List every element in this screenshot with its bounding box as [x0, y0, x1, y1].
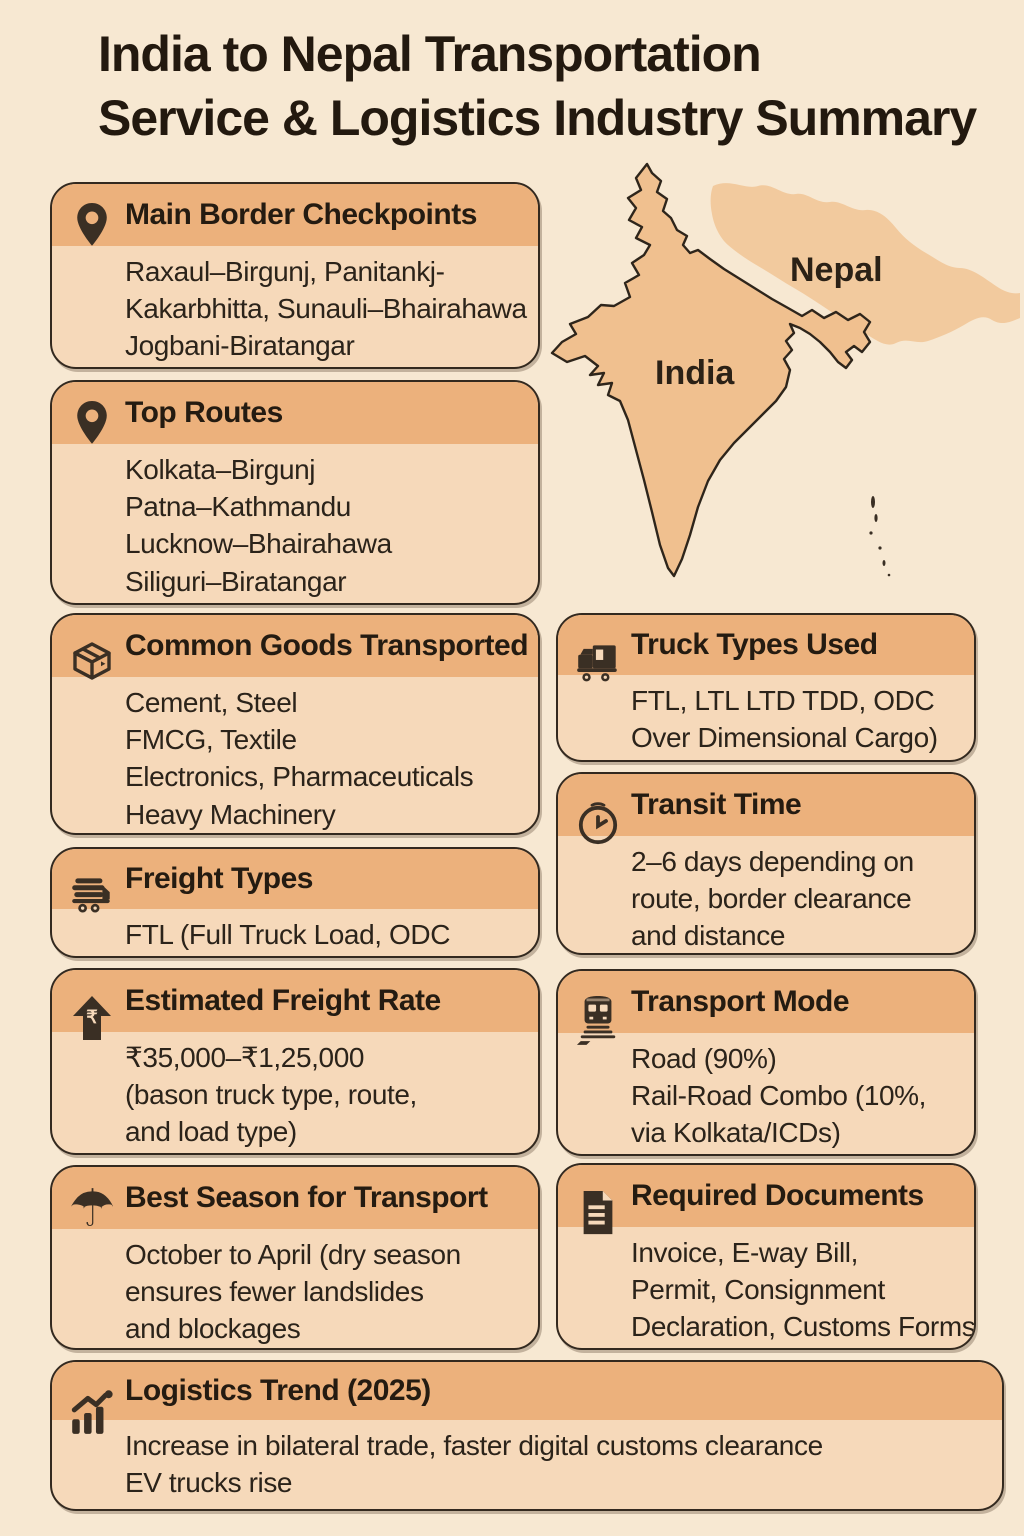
card-line: Declaration, Customs Forms	[631, 1311, 976, 1343]
card-body: Invoice, E-way Bill, Permit, Consignment…	[558, 1227, 974, 1346]
card-title: Freight Types	[125, 862, 313, 895]
card-title: Logistics Trend (2025)	[125, 1374, 431, 1407]
card-line: and distance	[631, 920, 785, 952]
card-line: Jogbani-Biratangar	[125, 330, 355, 362]
card-title: Truck Types Used	[631, 628, 878, 661]
card-line: Cement, Steel	[125, 687, 298, 718]
card-top-routes: Top Routes Kolkata–Birgunj Patna–Kathman…	[50, 380, 540, 605]
card-line: and blockages	[125, 1313, 301, 1345]
truck-side-icon	[65, 869, 119, 933]
card-line: Kakarbhitta, Sunauli–Bhairahawa	[125, 293, 527, 325]
card-title: Best Season for Transport	[125, 1181, 488, 1214]
box-truck-icon	[571, 637, 625, 701]
package-box-icon	[65, 637, 119, 701]
card-line: FTL, LTL LTD TDD, ODC	[631, 685, 935, 716]
document-icon	[571, 1187, 625, 1251]
card-body: 2–6 days depending on route, border clea…	[558, 836, 974, 953]
card-line: Electronics, Pharmaceuticals	[125, 761, 474, 793]
card-header: Required Documents	[558, 1165, 974, 1227]
card-title: Transit Time	[631, 788, 802, 821]
card-title: Top Routes	[125, 396, 283, 429]
card-line: route, border clearance	[631, 883, 912, 915]
card-line: ₹35,000–₹1,25,000	[125, 1042, 365, 1073]
card-line: Lucknow–Bhairahawa	[125, 528, 392, 560]
card-body: Cement, Steel FMCG, Textile Electronics,…	[52, 677, 538, 833]
card-line: Permit, Consignment	[631, 1274, 885, 1306]
card-line: and load type)	[125, 1116, 297, 1148]
card-line: Patna–Kathmandu	[125, 491, 351, 523]
card-line: Over Dimensional Cargo)	[631, 722, 938, 754]
card-body: ₹35,000–₹1,25,000 (bason truck type, rou…	[52, 1032, 538, 1151]
india-nepal-map: India Nepal	[540, 156, 1024, 610]
card-header: Transit Time	[558, 774, 974, 836]
card-body: FTL (Full Truck Load, ODC	[52, 909, 538, 953]
card-truck-types-used: Truck Types Used FTL, LTL LTD TDD, ODC O…	[556, 613, 976, 762]
card-line: (bason truck type, route,	[125, 1079, 417, 1111]
page-title-line2: Service & Logistics Industry Summary	[98, 90, 977, 146]
umbrella-icon: ☂	[68, 1180, 116, 1238]
card-line: via Kolkata/ICDs)	[631, 1117, 841, 1149]
card-header: Main Border Checkpoints	[52, 184, 538, 246]
card-header: Transport Mode	[558, 971, 974, 1033]
card-header: Best Season for Transport	[52, 1167, 538, 1229]
card-required-documents: Required Documents Invoice, E-way Bill, …	[556, 1163, 976, 1350]
card-line: Heavy Machinery	[125, 798, 336, 830]
card-body: Raxaul–Birgunj, Panitankj- Kakarbhitta, …	[52, 246, 538, 365]
card-line: ensures fewer landslides	[125, 1276, 424, 1308]
card-transit-time: Transit Time 2–6 days depending on route…	[556, 772, 976, 955]
card-line: 2–6 days depending on	[631, 846, 914, 877]
card-logistics-trend: Logistics Trend (2025) Increase in bilat…	[50, 1360, 1004, 1511]
map-label-nepal: Nepal	[790, 251, 883, 289]
card-body: October to April (dry season ensures few…	[52, 1229, 538, 1348]
card-header: Truck Types Used	[558, 615, 974, 675]
map-islands	[869, 496, 891, 577]
card-header: Logistics Trend (2025)	[52, 1362, 1002, 1420]
card-common-goods: Common Goods Transported Cement, Steel F…	[50, 613, 540, 835]
card-header: Top Routes	[52, 382, 538, 444]
map-nepal-shape	[710, 183, 1020, 345]
card-title: Required Documents	[631, 1179, 924, 1212]
card-body: Increase in bilateral trade, faster digi…	[52, 1420, 1002, 1501]
card-title: Estimated Freight Rate	[125, 984, 441, 1017]
trend-chart-icon	[65, 1388, 119, 1452]
card-title: Transport Mode	[631, 985, 850, 1018]
card-title: Main Border Checkpoints	[125, 198, 477, 231]
page-title-line1: India to Nepal Transportation	[98, 26, 762, 82]
card-freight-types: Freight Types FTL (Full Truck Load, ODC	[50, 847, 540, 958]
card-header: Estimated Freight Rate	[52, 970, 538, 1032]
card-transport-mode: Transport Mode Road (90%) Rail-Road Comb…	[556, 969, 976, 1156]
page-title: India to Nepal Transportation Service & …	[98, 22, 1018, 150]
card-line: Rail-Road Combo (10%,	[631, 1080, 927, 1112]
card-line: October to April (dry season	[125, 1239, 461, 1270]
arrow-up-rupee-icon: ₹	[65, 994, 119, 1058]
clock-icon	[571, 800, 625, 864]
card-body: FTL, LTL LTD TDD, ODC Over Dimensional C…	[558, 675, 974, 756]
card-line: Road (90%)	[631, 1043, 777, 1074]
card-body: Road (90%) Rail-Road Combo (10%, via Kol…	[558, 1033, 974, 1152]
card-body: Kolkata–Birgunj Patna–Kathmandu Lucknow–…	[52, 444, 538, 600]
location-pin-icon	[65, 397, 119, 461]
card-line: EV trucks rise	[125, 1467, 293, 1499]
svg-text:₹: ₹	[86, 1007, 98, 1027]
train-icon	[571, 993, 625, 1057]
map-label-india: India	[655, 354, 735, 392]
card-header: Freight Types	[52, 849, 538, 909]
card-line: FTL (Full Truck Load, ODC	[125, 919, 451, 950]
card-line: Siliguri–Biratangar	[125, 565, 347, 597]
map-india-shape	[550, 162, 872, 578]
card-line: FMCG, Textile	[125, 724, 297, 756]
card-estimated-freight-rate: Estimated Freight Rate ₹35,000–₹1,25,000…	[50, 968, 540, 1155]
card-main-border-checkpoints: Main Border Checkpoints Raxaul–Birgunj, …	[50, 182, 540, 369]
card-best-season: Best Season for Transport October to Apr…	[50, 1165, 540, 1350]
card-line: Increase in bilateral trade, faster digi…	[125, 1430, 823, 1461]
card-line: Raxaul–Birgunj, Panitankj-	[125, 256, 445, 287]
card-line: Kolkata–Birgunj	[125, 454, 316, 485]
location-pin-icon	[65, 199, 119, 263]
map-graphic: India Nepal	[550, 162, 1020, 578]
card-line: Invoice, E-way Bill,	[631, 1237, 858, 1268]
card-title: Common Goods Transported	[125, 629, 529, 662]
card-header: Common Goods Transported	[52, 615, 538, 677]
